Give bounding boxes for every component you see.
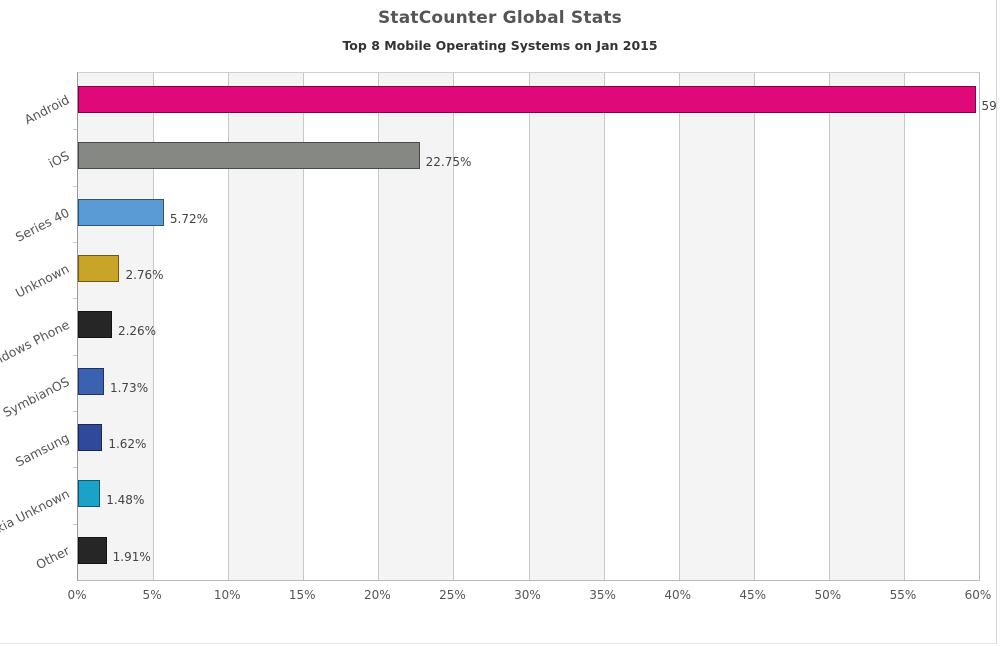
value-label: 1.62% <box>108 437 147 451</box>
value-label: 22.75% <box>425 155 472 170</box>
grid-band <box>678 73 754 580</box>
plot-area: 59 22.75% 5.72% 2.76% 2.26% 1.73% 1.62% 1.48% 1.… <box>73 72 997 581</box>
bar-android[interactable] <box>78 86 976 113</box>
value-label: 2.26% <box>117 324 157 339</box>
x-tick-label: 45% <box>739 588 767 602</box>
y-tick <box>73 523 77 525</box>
value-label: 1.91% <box>112 549 151 564</box>
value-label: 59 <box>981 99 997 113</box>
bar-ios[interactable] <box>78 142 420 170</box>
y-tick <box>73 242 77 243</box>
gridline <box>228 73 230 580</box>
bar-symbianos[interactable] <box>78 367 104 395</box>
gridline <box>903 73 905 580</box>
y-tick <box>73 298 77 300</box>
bar-windows-phone[interactable] <box>78 311 112 339</box>
gridline <box>678 73 680 580</box>
gridline <box>753 73 755 580</box>
x-tick-label: 50% <box>814 588 842 602</box>
value-label: 1.73% <box>109 380 149 395</box>
grid-band <box>528 73 604 580</box>
y-tick <box>73 129 77 131</box>
gridline <box>153 73 155 580</box>
x-tick-label: 60% <box>964 588 992 602</box>
value-label: 2.76% <box>125 268 164 282</box>
bar-series-40[interactable] <box>78 198 164 226</box>
gridline <box>828 73 830 580</box>
bar-nokia-unknown[interactable] <box>78 480 101 508</box>
y-tick <box>73 185 77 187</box>
gridline <box>453 73 455 580</box>
gridline <box>303 73 305 580</box>
bar-unknown[interactable] <box>78 255 120 282</box>
bar-samsung[interactable] <box>78 424 103 451</box>
value-label: 1.48% <box>106 493 145 508</box>
chart-title: StatCounter Global Stats <box>377 8 623 28</box>
value-label: 5.72% <box>169 211 209 226</box>
y-tick <box>73 467 77 469</box>
x-tick-label: 40% <box>664 588 691 602</box>
x-tick-label: 5% <box>142 588 162 602</box>
gridline <box>603 73 605 580</box>
chart-subtitle: Top 8 Mobile Operating Systems on Jan 20… <box>342 38 658 53</box>
x-tick-label: 20% <box>363 588 391 602</box>
gridline <box>378 73 380 580</box>
x-tick-label: 10% <box>213 588 241 602</box>
grid-band <box>828 73 904 580</box>
x-tick-label: 15% <box>288 588 316 602</box>
y-tick <box>73 354 77 356</box>
x-tick-label: 25% <box>439 588 466 602</box>
x-tick-label: 55% <box>889 588 917 602</box>
bar-other[interactable] <box>78 536 107 564</box>
y-tick <box>73 411 77 412</box>
x-tick-label: 0% <box>67 588 87 602</box>
x-tick-label: 30% <box>514 588 541 602</box>
gridline <box>528 73 530 580</box>
x-tick-label: 35% <box>589 588 616 602</box>
